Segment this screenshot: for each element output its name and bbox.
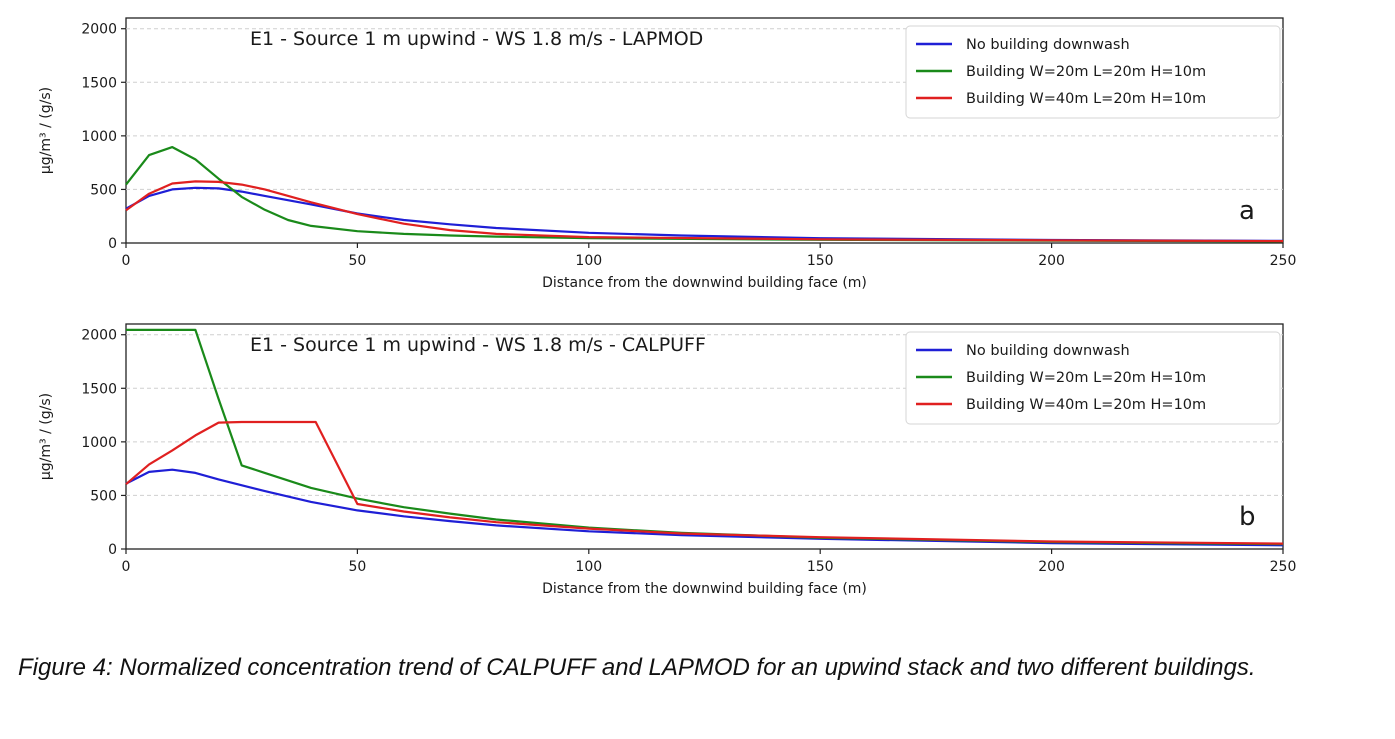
series-line-3-b <box>125 420 1284 545</box>
legend-label: Building W=20m L=20m H=10m <box>966 370 1206 386</box>
x-tick-label: 50 <box>348 253 366 269</box>
legend-b: No building downwash Building W=20m L=20m… <box>905 331 1281 425</box>
x-axis-label-b: Distance from the downwind building face… <box>542 581 867 597</box>
y-tick-label: 0 <box>108 542 117 558</box>
x-tick-label: 100 <box>575 253 602 269</box>
x-tick-label: 150 <box>807 559 834 575</box>
legend-label: Building W=20m L=20m H=10m <box>966 64 1206 80</box>
series-line-3-a <box>125 180 1284 243</box>
y-axis-label-a: µg/m³ / (g/s) <box>38 87 54 174</box>
y-tick-label: 1000 <box>81 435 117 451</box>
legend-label: No building downwash <box>966 37 1130 53</box>
chart-title-b: E1 - Source 1 m upwind - WS 1.8 m/s - CA… <box>250 334 706 356</box>
legend-box <box>905 331 1281 425</box>
gridlines-a <box>126 28 1283 190</box>
legend-box <box>905 25 1281 119</box>
y-axis-label-b: µg/m³ / (g/s) <box>38 393 54 480</box>
figure-caption: Figure 4: Normalized concentration trend… <box>18 654 1256 681</box>
x-tick-label: 150 <box>807 253 834 269</box>
y-axis-b: 0 500 1000 1500 2000 <box>81 328 126 558</box>
x-tick-label: 200 <box>1038 253 1065 269</box>
y-tick-label: 1500 <box>81 75 117 91</box>
legend-a: No building downwash Building W=20m L=20m… <box>905 25 1281 119</box>
chart-title-a: E1 - Source 1 m upwind - WS 1.8 m/s - LA… <box>250 28 703 50</box>
y-tick-label: 500 <box>90 488 117 504</box>
panel-a: 0 500 1000 1500 2000 0 50 100 150 200 250 E1 - So… <box>38 17 1297 291</box>
x-tick-label: 0 <box>122 559 131 575</box>
x-tick-label: 250 <box>1270 559 1297 575</box>
gridlines-b <box>126 334 1283 496</box>
panel-letter-a: a <box>1239 196 1255 226</box>
x-axis-b: 0 50 100 150 200 250 <box>122 549 1297 575</box>
y-tick-label: 0 <box>108 236 117 252</box>
series-lines-b <box>125 328 1284 547</box>
panel-b: 0 500 1000 1500 2000 0 50 100 150 200 250 E1 - So… <box>38 323 1297 597</box>
y-tick-label: 1000 <box>81 129 117 145</box>
panel-letter-b: b <box>1239 502 1256 532</box>
x-tick-label: 100 <box>575 559 602 575</box>
y-tick-label: 500 <box>90 182 117 198</box>
series-lines-a <box>125 146 1284 243</box>
y-tick-label: 2000 <box>81 22 117 38</box>
y-tick-label: 1500 <box>81 381 117 397</box>
x-tick-label: 250 <box>1270 253 1297 269</box>
x-axis-label-a: Distance from the downwind building face… <box>542 275 867 291</box>
legend-label: Building W=40m L=20m H=10m <box>966 91 1206 107</box>
x-tick-label: 0 <box>122 253 131 269</box>
x-tick-label: 200 <box>1038 559 1065 575</box>
y-tick-label: 2000 <box>81 328 117 344</box>
x-tick-label: 50 <box>348 559 366 575</box>
legend-label: Building W=40m L=20m H=10m <box>966 397 1206 413</box>
series-line-1-b <box>125 468 1284 547</box>
y-axis-a: 0 500 1000 1500 2000 <box>81 22 126 252</box>
x-axis-a: 0 50 100 150 200 250 <box>122 243 1297 269</box>
legend-label: No building downwash <box>966 343 1130 359</box>
